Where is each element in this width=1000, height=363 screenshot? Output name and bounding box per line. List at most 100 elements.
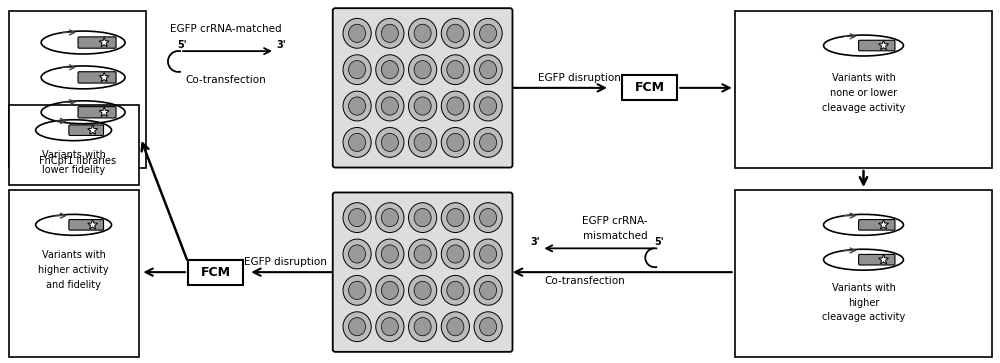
Text: higher: higher xyxy=(848,298,879,307)
Polygon shape xyxy=(879,40,889,50)
Ellipse shape xyxy=(381,281,398,299)
Ellipse shape xyxy=(343,19,371,48)
Ellipse shape xyxy=(441,312,469,342)
FancyBboxPatch shape xyxy=(333,8,512,168)
Ellipse shape xyxy=(447,318,464,336)
Text: FCM: FCM xyxy=(635,81,665,94)
Text: cleavage activity: cleavage activity xyxy=(822,103,905,113)
Ellipse shape xyxy=(409,239,437,269)
Ellipse shape xyxy=(441,276,469,305)
Ellipse shape xyxy=(381,208,398,227)
Polygon shape xyxy=(879,220,889,229)
Ellipse shape xyxy=(474,127,502,157)
FancyBboxPatch shape xyxy=(78,107,116,118)
Ellipse shape xyxy=(414,281,431,299)
Polygon shape xyxy=(879,254,889,264)
Bar xyxy=(188,260,243,285)
Ellipse shape xyxy=(447,208,464,227)
Ellipse shape xyxy=(441,91,469,121)
Ellipse shape xyxy=(381,245,398,263)
Ellipse shape xyxy=(349,318,366,336)
Ellipse shape xyxy=(441,127,469,157)
Ellipse shape xyxy=(343,55,371,85)
Ellipse shape xyxy=(414,97,431,115)
Ellipse shape xyxy=(447,97,464,115)
Ellipse shape xyxy=(447,61,464,79)
Bar xyxy=(9,105,139,185)
Ellipse shape xyxy=(409,55,437,85)
Ellipse shape xyxy=(349,61,366,79)
Ellipse shape xyxy=(474,312,502,342)
Bar xyxy=(735,190,992,357)
Ellipse shape xyxy=(474,19,502,48)
Ellipse shape xyxy=(447,281,464,299)
Ellipse shape xyxy=(441,19,469,48)
Text: EGFP disruption: EGFP disruption xyxy=(538,73,621,83)
Ellipse shape xyxy=(414,61,431,79)
Ellipse shape xyxy=(409,312,437,342)
FancyBboxPatch shape xyxy=(859,220,895,230)
Ellipse shape xyxy=(474,55,502,85)
Bar xyxy=(9,11,146,168)
FancyBboxPatch shape xyxy=(69,125,104,135)
Ellipse shape xyxy=(480,61,497,79)
Text: 3': 3' xyxy=(276,40,286,50)
Polygon shape xyxy=(99,37,109,47)
Ellipse shape xyxy=(474,91,502,121)
Polygon shape xyxy=(99,72,109,82)
Polygon shape xyxy=(99,107,109,117)
Bar xyxy=(622,76,677,100)
Ellipse shape xyxy=(480,208,497,227)
FancyBboxPatch shape xyxy=(859,254,895,265)
Ellipse shape xyxy=(343,127,371,157)
Text: Co-transfection: Co-transfection xyxy=(545,276,625,286)
Ellipse shape xyxy=(376,127,404,157)
Text: Variants with: Variants with xyxy=(832,282,895,293)
Ellipse shape xyxy=(376,312,404,342)
Ellipse shape xyxy=(381,318,398,336)
Text: cleavage activity: cleavage activity xyxy=(822,313,905,322)
Ellipse shape xyxy=(480,133,497,151)
Ellipse shape xyxy=(349,245,366,263)
Ellipse shape xyxy=(414,318,431,336)
Ellipse shape xyxy=(414,208,431,227)
Bar xyxy=(735,11,992,168)
Ellipse shape xyxy=(349,281,366,299)
Ellipse shape xyxy=(409,127,437,157)
Text: and fidelity: and fidelity xyxy=(46,280,101,290)
Ellipse shape xyxy=(480,97,497,115)
Ellipse shape xyxy=(376,239,404,269)
Text: 3': 3' xyxy=(530,237,540,247)
Ellipse shape xyxy=(414,245,431,263)
FancyBboxPatch shape xyxy=(333,192,512,352)
Ellipse shape xyxy=(480,245,497,263)
Ellipse shape xyxy=(376,276,404,305)
Text: 5': 5' xyxy=(654,237,663,247)
Text: 5': 5' xyxy=(177,40,187,49)
Text: lower fidelity: lower fidelity xyxy=(42,165,105,175)
Ellipse shape xyxy=(414,133,431,151)
Ellipse shape xyxy=(376,203,404,233)
Ellipse shape xyxy=(376,19,404,48)
Text: EGFP crRNA-matched: EGFP crRNA-matched xyxy=(170,24,281,34)
Ellipse shape xyxy=(349,97,366,115)
Ellipse shape xyxy=(381,24,398,42)
FancyBboxPatch shape xyxy=(69,220,104,230)
Ellipse shape xyxy=(409,19,437,48)
Ellipse shape xyxy=(376,91,404,121)
FancyBboxPatch shape xyxy=(859,40,895,51)
Ellipse shape xyxy=(343,239,371,269)
Text: Co-transfection: Co-transfection xyxy=(185,76,266,85)
Text: FCM: FCM xyxy=(200,266,230,279)
Ellipse shape xyxy=(441,55,469,85)
Ellipse shape xyxy=(480,24,497,42)
Ellipse shape xyxy=(409,203,437,233)
Ellipse shape xyxy=(447,133,464,151)
FancyBboxPatch shape xyxy=(78,37,116,48)
Ellipse shape xyxy=(343,203,371,233)
Ellipse shape xyxy=(409,276,437,305)
Text: Variants with: Variants with xyxy=(42,150,106,160)
Ellipse shape xyxy=(447,245,464,263)
Ellipse shape xyxy=(343,91,371,121)
Ellipse shape xyxy=(441,203,469,233)
